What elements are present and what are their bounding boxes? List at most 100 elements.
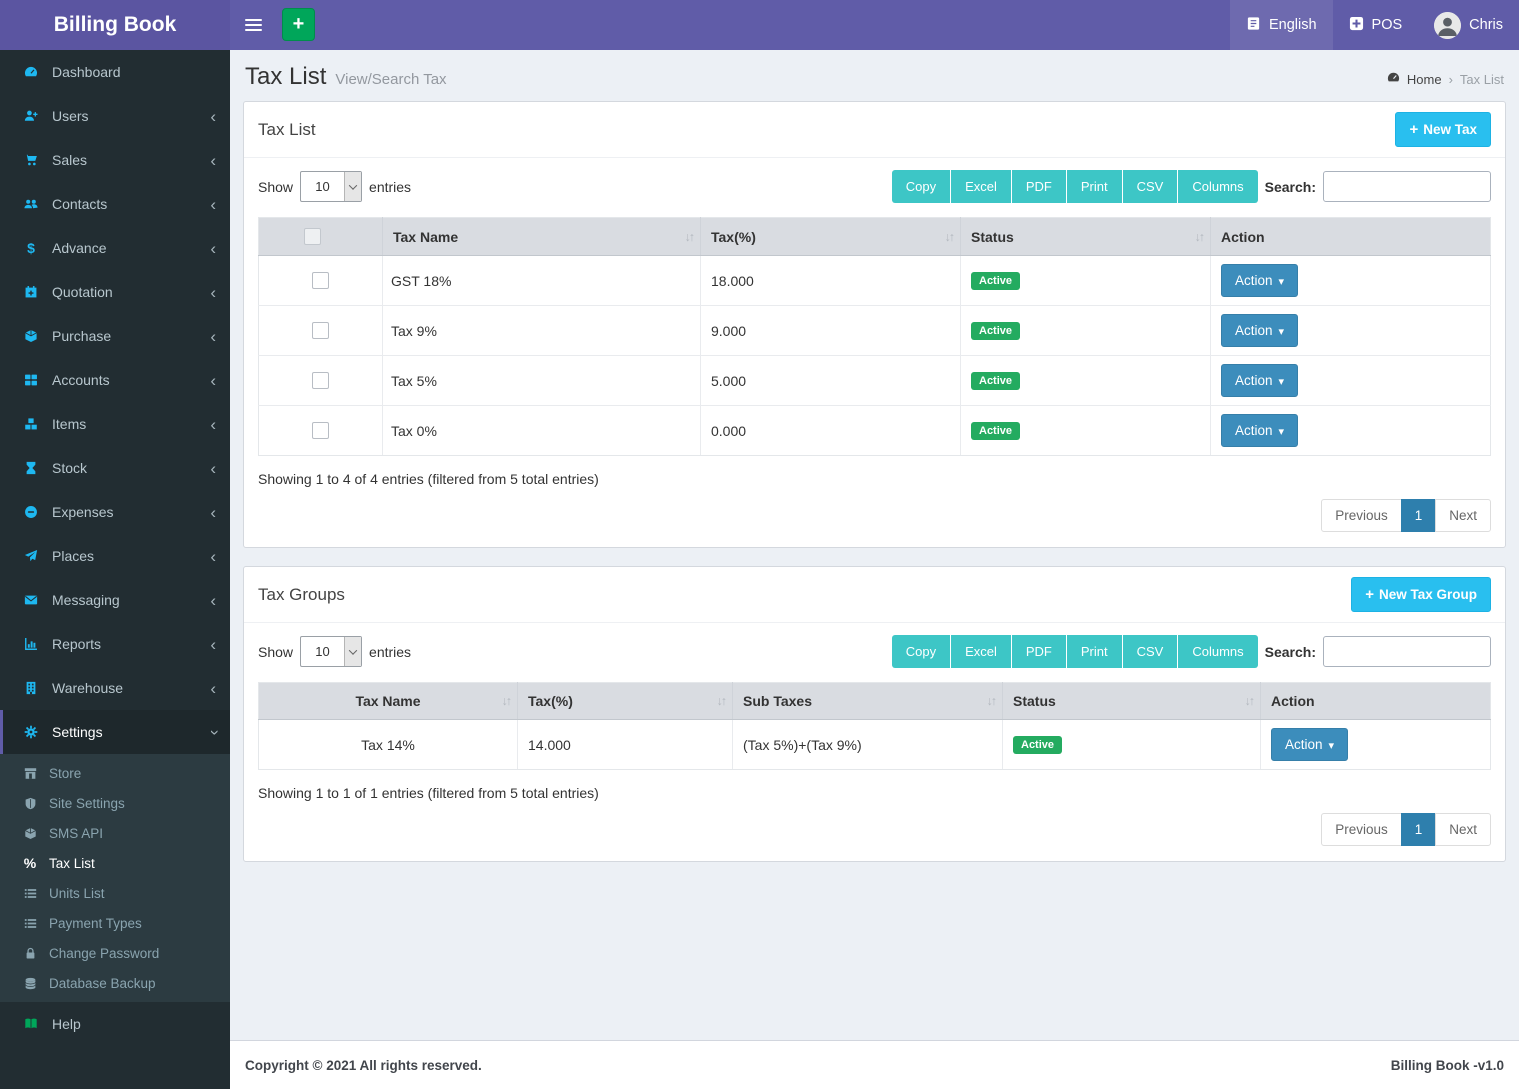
new-tax-button[interactable]: New Tax (1395, 112, 1491, 147)
column-header-label: Tax Name (355, 693, 421, 709)
print-export-button[interactable]: Print (1066, 635, 1123, 668)
sidebar-item-label: Help (52, 1016, 81, 1032)
row-checkbox[interactable] (312, 272, 329, 289)
breadcrumb-separator: › (1448, 71, 1453, 87)
select-all-checkbox[interactable] (304, 228, 321, 245)
row-checkbox[interactable] (312, 422, 329, 439)
sidebar-item-stock[interactable]: Stock ‹ (0, 446, 230, 490)
sort-icon[interactable] (1245, 694, 1254, 708)
row-action-dropdown-button[interactable]: Action (1221, 264, 1299, 297)
sidebar-item-places[interactable]: Places ‹ (0, 534, 230, 578)
column-header-label: Tax(%) (528, 693, 573, 709)
csv-export-button[interactable]: CSV (1122, 635, 1179, 668)
sidebar-item-dashboard[interactable]: Dashboard (0, 50, 230, 94)
column-header-status[interactable]: Status (1002, 682, 1261, 720)
user-menu[interactable]: Chris (1418, 0, 1519, 50)
print-export-button[interactable]: Print (1066, 170, 1123, 203)
pdf-export-button[interactable]: PDF (1011, 635, 1067, 668)
row-checkbox-cell (258, 355, 383, 406)
sidebar-item-reports[interactable]: Reports ‹ (0, 622, 230, 666)
excel-export-button[interactable]: Excel (951, 170, 1012, 203)
column-header-tax[interactable]: Tax(%) (700, 217, 961, 256)
row-checkbox[interactable] (312, 372, 329, 389)
previous-page-button[interactable]: Previous (1321, 499, 1402, 532)
tax-list-pagination: Previous 1 Next (244, 487, 1505, 547)
sort-icon[interactable] (685, 230, 694, 244)
previous-page-button[interactable]: Previous (1321, 813, 1402, 846)
columns-export-button[interactable]: Columns (1178, 635, 1258, 668)
submenu-item-database-backup[interactable]: Database Backup (0, 968, 230, 998)
search-label: Search: (1264, 643, 1316, 660)
sidebar-item-settings[interactable]: Settings ‹ (0, 710, 230, 754)
sidebar-item-contacts[interactable]: Contacts ‹ (0, 182, 230, 226)
sidebar-item-help[interactable]: Help (0, 1002, 230, 1046)
submenu-item-store[interactable]: Store (0, 758, 230, 788)
sort-icon[interactable] (987, 694, 996, 708)
sidebar-item-expenses[interactable]: Expenses ‹ (0, 490, 230, 534)
percent-cell: 14.000 (517, 719, 733, 770)
row-action-dropdown-button[interactable]: Action (1221, 314, 1299, 347)
submenu-item-payment-types[interactable]: Payment Types (0, 908, 230, 938)
copy-export-button[interactable]: Copy (891, 635, 952, 668)
column-header-tax-name[interactable]: Tax Name (382, 217, 701, 256)
footer: Copyright © 2021 All rights reserved. Bi… (230, 1040, 1519, 1089)
column-header-status[interactable]: Status (960, 217, 1211, 256)
sort-icon[interactable] (1195, 230, 1204, 244)
pos-button[interactable]: POS (1333, 0, 1419, 50)
sidebar-toggle-button[interactable] (230, 0, 276, 50)
column-header-action: Action (1210, 217, 1491, 256)
sort-icon[interactable] (717, 694, 726, 708)
next-page-button[interactable]: Next (1435, 813, 1491, 846)
submenu-item-label: Tax List (49, 855, 95, 871)
submenu-item-tax-list[interactable]: % Tax List (0, 848, 230, 878)
column-header-sub-taxes[interactable]: Sub Taxes (732, 682, 1003, 720)
column-header-tax[interactable]: Tax(%) (517, 682, 733, 720)
row-action-dropdown-button[interactable]: Action (1221, 364, 1299, 397)
calendar-plus-icon (19, 285, 43, 299)
next-page-button[interactable]: Next (1435, 499, 1491, 532)
sidebar-item-warehouse[interactable]: Warehouse ‹ (0, 666, 230, 710)
sidebar-item-purchase[interactable]: Purchase ‹ (0, 314, 230, 358)
row-action-dropdown-button[interactable]: Action (1221, 414, 1299, 447)
search-input[interactable] (1323, 636, 1491, 667)
breadcrumb-home[interactable]: Home (1406, 71, 1442, 87)
sort-icon[interactable] (502, 694, 511, 708)
sidebar-item-items[interactable]: Items ‹ (0, 402, 230, 446)
row-checkbox[interactable] (312, 322, 329, 339)
sidebar-menu: Dashboard Users ‹ Sales ‹ Contacts ‹ $ Advance ‹ Q… (0, 50, 230, 1046)
cube-icon (19, 329, 43, 343)
column-header-tax-name[interactable]: Tax Name (258, 682, 518, 720)
row-action-dropdown-button[interactable]: Action (1271, 728, 1349, 761)
brand-logo[interactable]: Billing Book (0, 0, 230, 50)
sidebar-item-quotation[interactable]: Quotation ‹ (0, 270, 230, 314)
submenu-item-sms-api[interactable]: SMS API (0, 818, 230, 848)
list-icon (19, 917, 41, 930)
excel-export-button[interactable]: Excel (951, 635, 1012, 668)
submenu-item-site-settings[interactable]: Site Settings (0, 788, 230, 818)
action-cell: Action (1210, 405, 1491, 456)
new-tax-group-button[interactable]: New Tax Group (1351, 577, 1491, 612)
page-number-button[interactable]: 1 (1400, 813, 1437, 846)
search-input[interactable] (1323, 171, 1491, 202)
pdf-export-button[interactable]: PDF (1011, 170, 1067, 203)
sidebar-item-advance[interactable]: $ Advance ‹ (0, 226, 230, 270)
cube-icon (19, 827, 41, 840)
page-size-select[interactable]: 10 (300, 636, 363, 667)
columns-export-button[interactable]: Columns (1178, 170, 1258, 203)
quick-add-button[interactable]: + (282, 8, 315, 41)
csv-export-button[interactable]: CSV (1122, 170, 1179, 203)
action-button-label: Action (1235, 423, 1273, 438)
submenu-item-change-password[interactable]: Change Password (0, 938, 230, 968)
sidebar-item-users[interactable]: Users ‹ (0, 94, 230, 138)
page-number-button[interactable]: 1 (1400, 499, 1437, 532)
tax-groups-controls: Show 10 entries Copy Excel PDF Print CSV Colu… (244, 623, 1505, 678)
language-menu[interactable]: English (1229, 0, 1333, 50)
sidebar-item-accounts[interactable]: Accounts ‹ (0, 358, 230, 402)
sidebar-item-sales[interactable]: Sales ‹ (0, 138, 230, 182)
copy-export-button[interactable]: Copy (891, 170, 952, 203)
content-header: Tax List View/Search Tax Home › Tax List (230, 50, 1519, 101)
submenu-item-units-list[interactable]: Units List (0, 878, 230, 908)
sidebar-item-messaging[interactable]: Messaging ‹ (0, 578, 230, 622)
page-size-select[interactable]: 10 (300, 171, 363, 202)
sort-icon[interactable] (945, 230, 954, 244)
